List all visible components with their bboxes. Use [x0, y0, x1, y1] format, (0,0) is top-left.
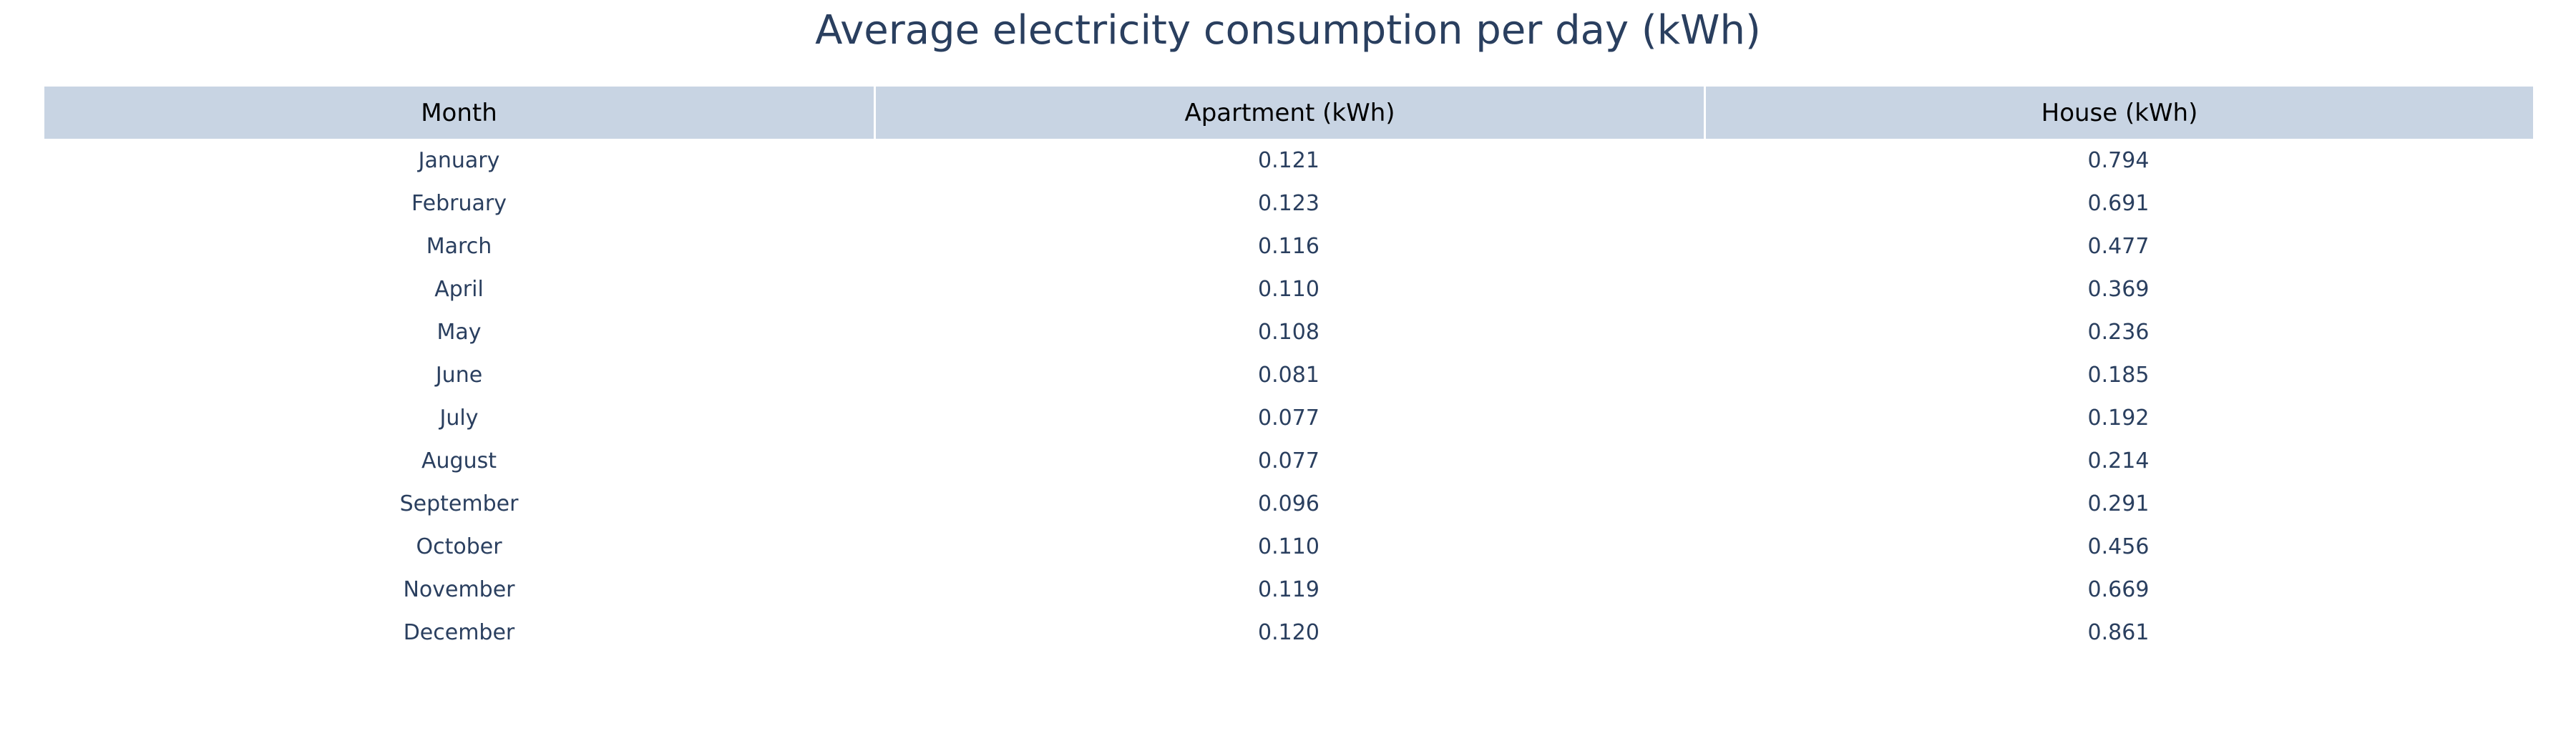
table-cell: 0.121 — [1258, 147, 1319, 173]
table-cell: 0.077 — [1258, 448, 1319, 473]
table-cell: December — [403, 619, 515, 645]
table-cell: May — [436, 319, 482, 345]
table-cell: August — [421, 448, 497, 473]
table-header-row: Month Apartment (kWh) House (kWh) — [44, 87, 2533, 139]
table-cell: September — [399, 491, 519, 516]
column-header: House (kWh) — [1704, 87, 2533, 139]
table-cell: 0.861 — [2087, 619, 2150, 645]
table-row: March 0.116 0.477 — [44, 225, 2533, 267]
table-cell: 0.110 — [1258, 276, 1319, 302]
table-body: January 0.121 0.794 February 0.123 0.691 March… — [44, 139, 2533, 654]
table-row: June 0.081 0.185 — [44, 353, 2533, 396]
table-cell: July — [439, 405, 479, 431]
table-cell: April — [434, 276, 484, 302]
table-cell: 0.077 — [1258, 405, 1319, 431]
table-cell: 0.110 — [1258, 534, 1319, 559]
table-cell: February — [411, 190, 507, 216]
table-cell: 0.794 — [2087, 147, 2150, 173]
table-cell: October — [416, 534, 502, 559]
table-cell: March — [426, 233, 492, 259]
table-row: October 0.110 0.456 — [44, 525, 2533, 568]
table-cell: 0.236 — [2087, 319, 2150, 345]
table-row: September 0.096 0.291 — [44, 482, 2533, 525]
table-cell: 0.669 — [2087, 576, 2150, 602]
table-row: February 0.123 0.691 — [44, 182, 2533, 225]
table-cell: 0.477 — [2087, 233, 2150, 259]
table-cell: 0.456 — [2087, 534, 2150, 559]
column-header: Month — [44, 87, 874, 139]
table-cell: 0.108 — [1258, 319, 1319, 345]
table-row: August 0.077 0.214 — [44, 439, 2533, 482]
table-cell: 0.185 — [2087, 362, 2150, 388]
table-cell: 0.081 — [1258, 362, 1319, 388]
table-cell: June — [435, 362, 483, 388]
table-cell: 0.119 — [1258, 576, 1319, 602]
table-cell: 0.369 — [2087, 276, 2150, 302]
table-row: December 0.120 0.861 — [44, 611, 2533, 654]
table-cell: 0.691 — [2087, 190, 2150, 216]
table-cell: 0.214 — [2087, 448, 2150, 473]
data-table: Month Apartment (kWh) House (kWh) January 0… — [44, 87, 2533, 654]
table-row: January 0.121 0.794 — [44, 139, 2533, 182]
table-cell: 0.291 — [2087, 491, 2150, 516]
table-row: April 0.110 0.369 — [44, 267, 2533, 310]
table-row: July 0.077 0.192 — [44, 396, 2533, 439]
chart-title: Average electricity consumption per day … — [815, 7, 1761, 54]
table-row: May 0.108 0.236 — [44, 310, 2533, 353]
table-cell: 0.192 — [2087, 405, 2150, 431]
table-cell: November — [403, 576, 515, 602]
table-row: November 0.119 0.669 — [44, 568, 2533, 611]
table-cell: January — [418, 147, 500, 173]
table-cell: 0.123 — [1258, 190, 1319, 216]
table-cell: 0.096 — [1258, 491, 1319, 516]
table-cell: 0.120 — [1258, 619, 1319, 645]
table-cell: 0.116 — [1258, 233, 1319, 259]
column-header: Apartment (kWh) — [874, 87, 1704, 139]
